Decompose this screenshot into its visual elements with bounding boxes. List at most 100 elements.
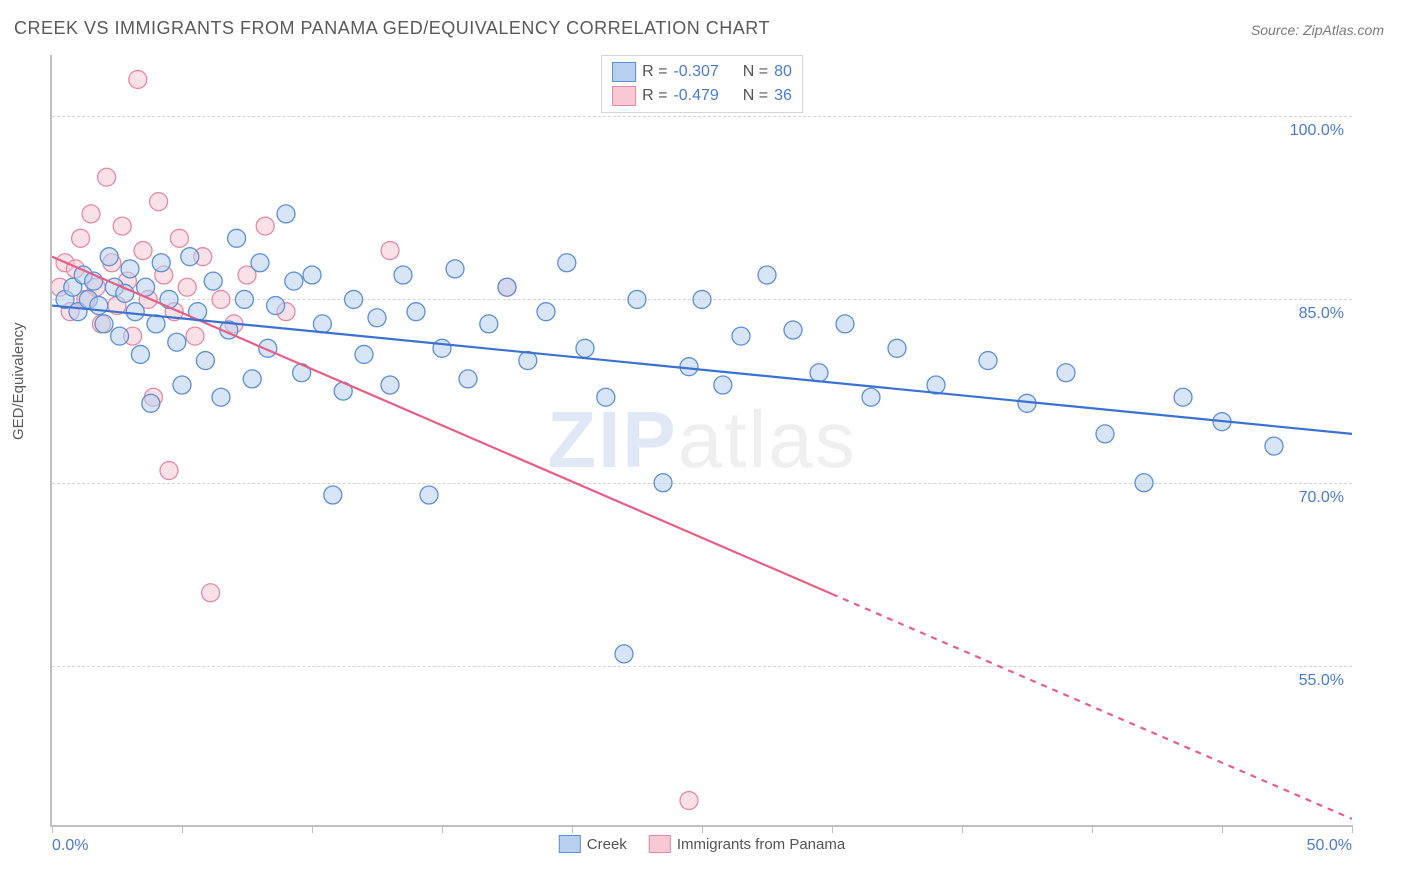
point-creek <box>519 352 537 370</box>
point-creek <box>979 352 997 370</box>
legend-swatch-panama <box>612 86 636 106</box>
point-creek <box>303 266 321 284</box>
point-creek <box>693 290 711 308</box>
legend-item-panama: Immigrants from Panama <box>649 835 845 853</box>
point-creek <box>446 260 464 278</box>
legend-swatch-creek <box>612 62 636 82</box>
point-creek <box>758 266 776 284</box>
point-creek <box>1135 474 1153 492</box>
point-creek <box>212 388 230 406</box>
point-creek <box>407 303 425 321</box>
point-panama <box>134 242 152 260</box>
point-panama <box>82 205 100 223</box>
point-panama <box>202 584 220 602</box>
x-tick <box>572 825 573 833</box>
point-creek <box>142 394 160 412</box>
point-panama <box>680 792 698 810</box>
point-creek <box>173 376 191 394</box>
point-creek <box>381 376 399 394</box>
point-creek <box>368 309 386 327</box>
point-creek <box>732 327 750 345</box>
point-creek <box>235 290 253 308</box>
point-creek <box>147 315 165 333</box>
point-creek <box>95 315 113 333</box>
point-panama <box>170 229 188 247</box>
point-creek <box>498 278 516 296</box>
legend-label-creek: Creek <box>587 836 627 853</box>
r-label: R = <box>642 87 667 105</box>
chart-svg <box>52 55 1352 825</box>
x-tick <box>962 825 963 833</box>
point-creek <box>1096 425 1114 443</box>
point-creek <box>204 272 222 290</box>
point-creek <box>160 290 178 308</box>
point-panama <box>129 70 147 88</box>
point-creek <box>680 358 698 376</box>
point-creek <box>420 486 438 504</box>
point-creek <box>576 339 594 357</box>
legend-stats-row-panama: R = -0.479 N = 36 <box>612 84 792 108</box>
regression-panama-extrapolated <box>832 594 1352 819</box>
n-label: N = <box>743 87 768 105</box>
chart-title: CREEK VS IMMIGRANTS FROM PANAMA GED/EQUI… <box>14 18 770 39</box>
point-panama <box>98 168 116 186</box>
point-creek <box>615 645 633 663</box>
point-creek <box>810 364 828 382</box>
point-creek <box>558 254 576 272</box>
legend-swatch-creek <box>559 835 581 853</box>
point-creek <box>267 297 285 315</box>
legend-swatch-panama <box>649 835 671 853</box>
x-tick <box>832 825 833 833</box>
point-creek <box>355 345 373 363</box>
r-label: R = <box>642 63 667 81</box>
plot-area: ZIPatlas R = -0.307 N = 80 R = -0.479 N … <box>50 55 1352 827</box>
point-creek <box>277 205 295 223</box>
point-creek <box>888 339 906 357</box>
x-tick <box>1092 825 1093 833</box>
point-creek <box>168 333 186 351</box>
point-creek <box>628 290 646 308</box>
legend-stats: R = -0.307 N = 80 R = -0.479 N = 36 <box>601 55 803 113</box>
point-creek <box>836 315 854 333</box>
point-creek <box>537 303 555 321</box>
point-creek <box>196 352 214 370</box>
point-creek <box>228 229 246 247</box>
regression-creek <box>52 306 1352 434</box>
point-panama <box>212 290 230 308</box>
x-tick <box>52 825 53 833</box>
point-panama <box>381 242 399 260</box>
legend-label-panama: Immigrants from Panama <box>677 836 845 853</box>
point-creek <box>152 254 170 272</box>
point-panama <box>160 462 178 480</box>
point-creek <box>126 303 144 321</box>
legend-series: Creek Immigrants from Panama <box>559 835 845 853</box>
point-creek <box>1057 364 1075 382</box>
x-tick-label: 50.0% <box>1307 837 1352 855</box>
point-creek <box>433 339 451 357</box>
point-creek <box>181 248 199 266</box>
x-tick-label: 0.0% <box>52 837 88 855</box>
point-creek <box>100 248 118 266</box>
point-creek <box>345 290 363 308</box>
source-attribution: Source: ZipAtlas.com <box>1251 22 1384 38</box>
x-tick <box>442 825 443 833</box>
point-panama <box>178 278 196 296</box>
point-panama <box>256 217 274 235</box>
point-creek <box>121 260 139 278</box>
r-value-creek: -0.307 <box>673 63 718 81</box>
point-creek <box>324 486 342 504</box>
point-panama <box>186 327 204 345</box>
n-value-panama: 36 <box>774 87 792 105</box>
point-creek <box>243 370 261 388</box>
point-creek <box>394 266 412 284</box>
point-creek <box>285 272 303 290</box>
point-creek <box>714 376 732 394</box>
point-creek <box>654 474 672 492</box>
legend-item-creek: Creek <box>559 835 627 853</box>
x-tick <box>1352 825 1353 833</box>
n-value-creek: 80 <box>774 63 792 81</box>
x-tick <box>702 825 703 833</box>
point-panama <box>150 193 168 211</box>
r-value-panama: -0.479 <box>673 87 718 105</box>
x-tick <box>182 825 183 833</box>
